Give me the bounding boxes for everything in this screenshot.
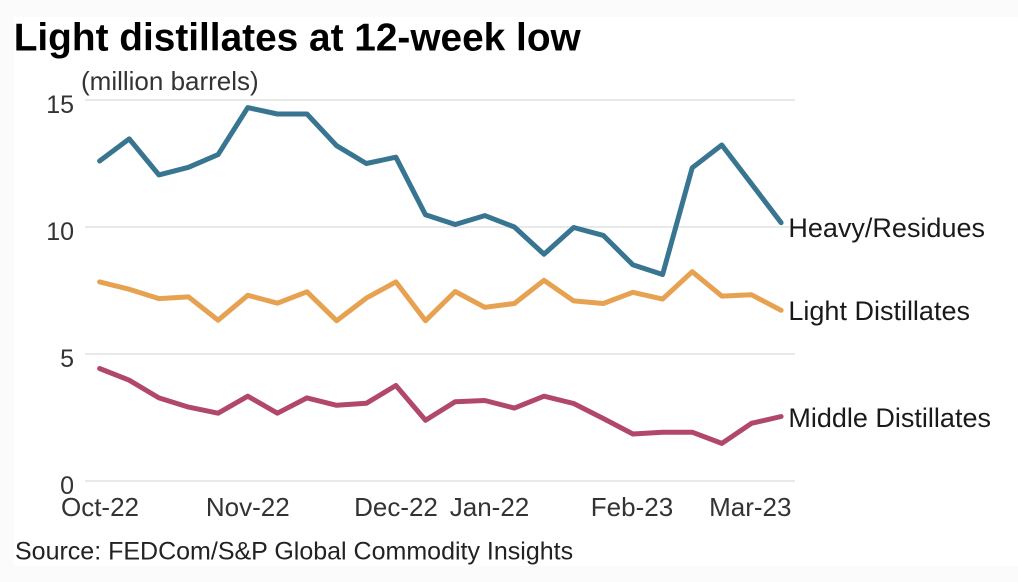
svg-text:15: 15	[46, 91, 74, 119]
svg-text:0: 0	[60, 472, 74, 500]
svg-text:Dec-22: Dec-22	[354, 492, 438, 522]
svg-text:Heavy/Residues: Heavy/Residues	[788, 213, 985, 243]
svg-text:Light Distillates: Light Distillates	[788, 296, 970, 326]
svg-text:Nov-22: Nov-22	[206, 492, 290, 522]
svg-text:(million barrels): (million barrels)	[81, 66, 259, 96]
svg-text:Jan-22: Jan-22	[450, 492, 530, 522]
svg-text:Mar-23: Mar-23	[709, 492, 791, 522]
svg-text:Feb-23: Feb-23	[591, 492, 673, 522]
svg-text:Middle Distillates: Middle Distillates	[788, 403, 991, 433]
svg-text:Oct-22: Oct-22	[61, 492, 139, 522]
svg-text:10: 10	[46, 218, 74, 246]
svg-text:Light distillates at 12-week l: Light distillates at 12-week low	[14, 16, 582, 59]
svg-text:5: 5	[60, 345, 74, 373]
svg-text:Source: FEDCom/S&P Global Comm: Source: FEDCom/S&P Global Commodity Insi…	[15, 538, 573, 566]
